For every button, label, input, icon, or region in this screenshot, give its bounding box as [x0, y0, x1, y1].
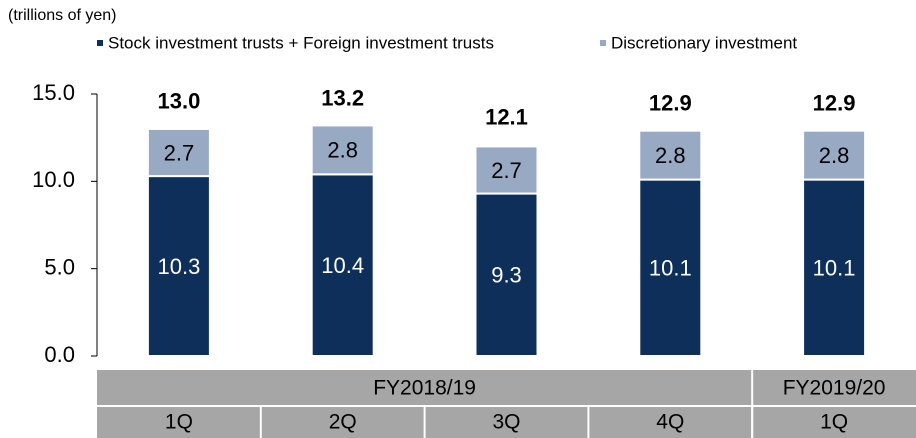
- x-tick-label: 2Q: [329, 411, 357, 434]
- segment-label: 2.8: [655, 143, 686, 168]
- segment-label: 10.4: [321, 253, 364, 278]
- bar-segment: [310, 124, 375, 176]
- group-label: FY2018/19: [373, 377, 476, 400]
- segment-label: 10.3: [157, 254, 200, 279]
- bar-segment: [474, 145, 539, 195]
- segment-label: 10.1: [813, 256, 856, 281]
- bar-segment: [146, 127, 211, 178]
- legend-swatch: [600, 40, 606, 46]
- segment-label: 2.7: [164, 140, 195, 165]
- bar-segment: [802, 178, 867, 357]
- bar-segment: [802, 129, 867, 181]
- total-label: 13.2: [321, 85, 364, 110]
- x-tick-label: 1Q: [165, 411, 193, 434]
- legend-label: Discretionary investment: [611, 33, 797, 52]
- segment-label: 2.8: [327, 138, 358, 163]
- total-label: 12.1: [485, 104, 528, 129]
- segment-label: 2.8: [819, 143, 850, 168]
- x-tick-label: 4Q: [656, 411, 684, 434]
- segment-label: 9.3: [491, 263, 522, 288]
- segment-label: 2.7: [491, 158, 522, 183]
- x-tick-label: 3Q: [492, 411, 520, 434]
- bar-segment: [638, 178, 703, 357]
- bar-segment: [638, 129, 703, 181]
- x-tick-label: 1Q: [820, 411, 848, 434]
- category-band: [97, 370, 916, 438]
- group-label: FY2019/20: [783, 377, 886, 400]
- y-tick-label: 0.0: [44, 342, 75, 367]
- y-tick-label: 5.0: [44, 254, 75, 279]
- y-tick-label: 15.0: [32, 80, 75, 105]
- y-tick-label: 10.0: [32, 167, 75, 192]
- unit-label: (trillions of yen): [8, 7, 116, 24]
- legend-label: Stock investment trusts + Foreign invest…: [108, 33, 494, 52]
- total-label: 13.0: [157, 89, 200, 114]
- total-label: 12.9: [649, 90, 692, 115]
- total-label: 12.9: [813, 90, 856, 115]
- legend-swatch: [97, 40, 103, 46]
- segment-label: 10.1: [649, 256, 692, 281]
- bar-segment: [146, 175, 211, 357]
